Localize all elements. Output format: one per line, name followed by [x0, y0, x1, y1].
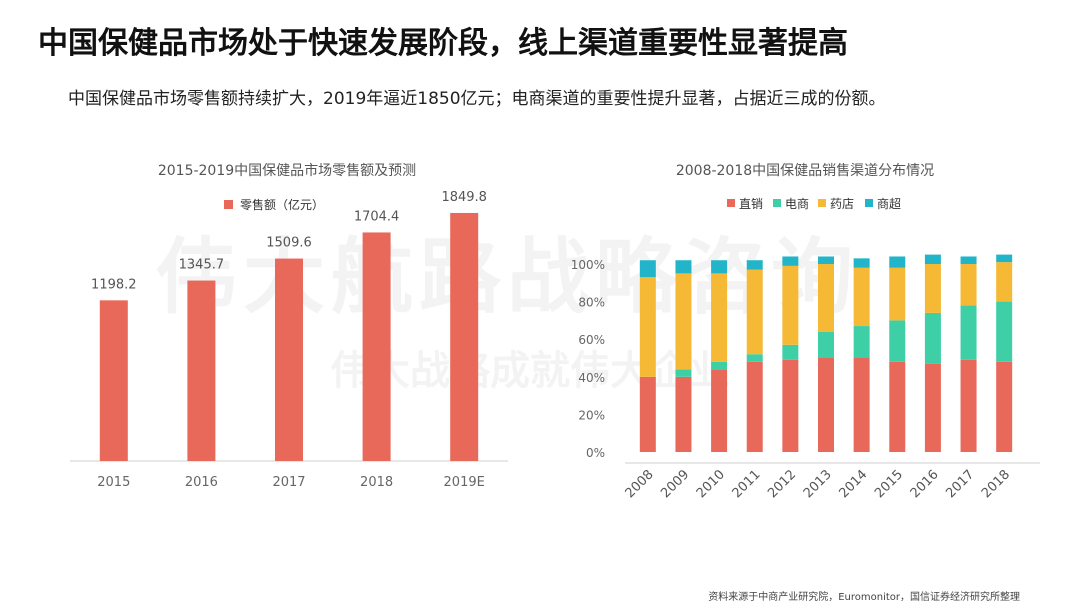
chart1-bar-2019E — [450, 212, 479, 461]
chart2-bar-2017-3 — [960, 256, 977, 264]
chart2-bar-2018-2 — [996, 262, 1013, 302]
chart2-bar-2012-2 — [782, 265, 799, 345]
chart2-bar-2008-3 — [639, 260, 656, 278]
chart2-x-tick-2008: 2008 — [623, 467, 657, 501]
chart2-x-tick-2012: 2012 — [765, 467, 799, 501]
chart2-y-tick-0pct: 0% — [586, 446, 605, 460]
chart2-bar-2010-1 — [711, 361, 728, 370]
chart2-bar-2010-0 — [711, 369, 728, 452]
chart1-bar-2016 — [187, 280, 216, 461]
chart2-title: 2008-2018中国保健品销售渠道分布情况 — [676, 163, 934, 179]
chart1-value-label-2017: 1509.6 — [266, 236, 312, 251]
chart2-x-tick-2018: 2018 — [979, 467, 1013, 501]
chart2-bar-2014-3 — [853, 258, 870, 268]
chart2-bar-2017-1 — [960, 305, 977, 360]
chart1-value-label-2019E: 1849.8 — [441, 190, 487, 205]
chart2-bar-2017-2 — [960, 264, 977, 306]
chart2-bar-2013-1 — [818, 331, 834, 358]
chart2-bar-2016-3 — [924, 254, 941, 264]
chart1-bar-2018 — [362, 232, 391, 461]
chart1-x-tick-2017: 2017 — [272, 475, 305, 490]
chart2-legend-label-2: 药店 — [830, 197, 854, 211]
chart2-bar-2013-3 — [818, 256, 834, 264]
chart1-value-label-2015: 1198.2 — [91, 277, 137, 292]
chart1-bar-2017 — [275, 258, 303, 461]
chart2-legend-label-1: 电商 — [785, 196, 809, 211]
chart2-bar-2011-2 — [746, 269, 763, 355]
chart2-bar-2015-2 — [889, 267, 906, 321]
chart2-bar-2015-3 — [889, 256, 906, 268]
chart2-legend-swatch-2 — [818, 199, 826, 207]
chart2-x-tick-2010: 2010 — [694, 467, 728, 501]
chart2-bar-2014-1 — [853, 326, 870, 358]
chart2-bar-2016-0 — [924, 363, 941, 452]
chart1-x-tick-2016: 2016 — [185, 475, 218, 490]
chart2-bar-2010-2 — [711, 273, 728, 362]
chart1-legend-label: 零售额（亿元） — [240, 197, 324, 212]
chart2-bar-2013-0 — [818, 358, 834, 452]
chart2-bar-2018-3 — [996, 254, 1013, 263]
chart1-value-label-2016: 1345.7 — [179, 258, 225, 273]
chart2-bar-2015-0 — [889, 361, 906, 452]
chart2-legend-label-3: 商超 — [877, 196, 901, 211]
chart2-x-tick-2017: 2017 — [943, 467, 977, 501]
chart2-legend-swatch-1 — [773, 199, 781, 207]
chart1-value-label-2018: 1704.4 — [354, 209, 400, 224]
chart2-bar-2008-2 — [639, 277, 656, 377]
chart2-bar-2014-0 — [853, 358, 870, 452]
chart2-bar-2011-1 — [746, 354, 763, 362]
source-note: 资料来源于中商产业研究院，Euromonitor，国信证券经济研究所整理 — [708, 592, 1020, 603]
chart2-y-tick-40pct: 40% — [578, 371, 605, 385]
chart1-bar-2015 — [99, 300, 128, 461]
chart2-y-tick-100pct: 100% — [571, 258, 605, 272]
chart2-bar-2009-3 — [675, 260, 692, 274]
chart2-x-tick-2011: 2011 — [730, 467, 764, 501]
chart2-legend-swatch-3 — [865, 199, 873, 207]
chart1-x-tick-2018: 2018 — [360, 475, 393, 490]
watermark-sub: 伟大战略成就伟大企业 — [330, 338, 730, 396]
chart2-bar-2008-0 — [639, 376, 656, 452]
page-title: 中国保健品市场处于快速发展阶段，线上渠道重要性显著提高 — [38, 26, 848, 61]
chart2-bar-2009-2 — [675, 273, 692, 370]
chart1-x-tick-2019E: 2019E — [444, 475, 485, 490]
chart2-y-tick-60pct: 60% — [578, 333, 605, 347]
chart2-bar-2014-2 — [853, 267, 870, 327]
chart2-legend: 直销 电商 药店 商超 — [727, 196, 901, 211]
page-subtitle: 中国保健品市场零售额持续扩大，2019年逼近1850亿元；电商渠道的重要性提升显… — [68, 89, 886, 109]
chart2-y-tick-80pct: 80% — [578, 296, 605, 310]
chart2-bar-2011-3 — [746, 260, 763, 270]
chart2-x-tick-2013: 2013 — [801, 467, 835, 501]
chart2-bar-2016-2 — [924, 264, 941, 313]
chart2-x-tick-2014: 2014 — [836, 467, 870, 501]
chart2-bar-2012-3 — [782, 256, 799, 266]
watermark-main: 伟大航路战略咨询 — [155, 210, 859, 329]
chart1-legend-swatch — [224, 200, 233, 209]
chart1-x-tick-2015: 2015 — [97, 475, 130, 490]
chart2-y-tick-20pct: 20% — [578, 408, 605, 422]
chart2-bar-2012-1 — [782, 344, 799, 360]
chart2-x-tick-2015: 2015 — [872, 467, 906, 501]
chart2-bar-2009-1 — [675, 369, 692, 377]
chart2-bar-2017-0 — [960, 359, 977, 452]
chart2-bar-2010-3 — [711, 260, 728, 274]
chart2-bar-2018-1 — [996, 301, 1013, 362]
chart2-bar-2013-2 — [818, 264, 834, 332]
chart1-title: 2015-2019中国保健品市场零售额及预测 — [158, 162, 416, 179]
chart2-x-tick-2016: 2016 — [908, 467, 942, 501]
chart2-bar-2018-0 — [996, 361, 1013, 452]
chart2-x-tick-2009: 2009 — [658, 467, 692, 501]
chart2-bar-2012-0 — [782, 359, 799, 452]
chart2-bar-2015-1 — [889, 320, 906, 362]
chart2-bar-2016-1 — [924, 312, 941, 364]
chart2-bar-2009-0 — [675, 376, 692, 452]
chart2-legend-label-0: 直销 — [739, 197, 763, 211]
chart2-bar-2011-0 — [746, 361, 763, 452]
chart2-legend-swatch-0 — [727, 199, 735, 207]
